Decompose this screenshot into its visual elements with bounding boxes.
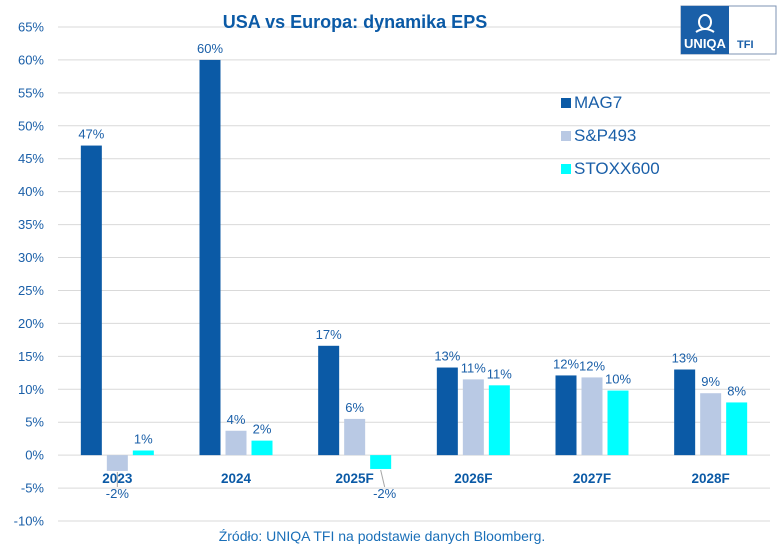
data-label: 9% (701, 374, 720, 389)
bar-mag7-2026f (436, 367, 458, 456)
y-tick-label: -10% (14, 514, 45, 529)
x-tick-label: 2025F (336, 471, 374, 486)
y-tick-label: 25% (18, 283, 44, 298)
bar-sp493-2027f (581, 377, 603, 456)
y-tick-label: 30% (18, 250, 44, 265)
data-label: 6% (345, 400, 364, 415)
label-leader-line (380, 469, 386, 488)
bar-mag7-2024 (199, 59, 221, 456)
bar-sp493-2024 (225, 430, 247, 456)
data-label: 60% (197, 41, 223, 56)
bar-sp493-2026f (462, 379, 484, 456)
legend-label: MAG7 (574, 93, 622, 112)
y-tick-label: 50% (18, 118, 44, 133)
legend-swatch-sp493 (561, 131, 571, 141)
data-label: -2% (106, 486, 130, 501)
bar-mag7-2028f (674, 369, 696, 456)
legend-swatch-stoxx600 (561, 164, 571, 174)
x-tick-label: 2027F (573, 471, 611, 486)
source-note: Źródło: UNIQA TFI na podstawie danych Bl… (219, 528, 546, 544)
x-tick-label: 2024 (221, 471, 252, 486)
uniqa-tfi-logo: UNIQA TFI (680, 5, 777, 55)
x-tick-label: 2028F (692, 471, 730, 486)
y-tick-label: 55% (18, 85, 44, 100)
data-label: 10% (605, 372, 631, 387)
legend-label: S&P493 (574, 126, 636, 145)
data-label: 11% (461, 360, 486, 375)
y-tick-label: 5% (25, 415, 44, 430)
data-label: 12% (579, 358, 605, 373)
logo-suffix-text: TFI (737, 39, 754, 51)
y-tick-label: 20% (18, 316, 44, 331)
data-label: 47% (78, 127, 104, 142)
bar-mag7-2023 (80, 145, 102, 456)
y-tick-label: -5% (21, 481, 45, 496)
legend-label: STOXX600 (574, 159, 660, 178)
bar-sp493-2025f (344, 418, 366, 456)
y-tick-label: 45% (18, 151, 44, 166)
uniqa-swirl-icon (695, 14, 715, 33)
bar-mag7-2025f (318, 345, 340, 456)
legend-swatch-mag7 (561, 98, 571, 108)
bar-stoxx600-2026f (488, 385, 510, 456)
x-tick-label: 2026F (454, 471, 492, 486)
legend: MAG7 S&P493 STOXX600 (561, 93, 660, 178)
bar-mag7-2027f (555, 375, 577, 456)
y-axis-ticks: -10% -5% 0% 5% 10% 15% 20% 25% 30% 35% 40% 45% 50% 55… (14, 20, 45, 529)
y-tick-label: 65% (18, 20, 44, 35)
bar-stoxx600-2028f (726, 402, 748, 456)
x-axis-ticks: 2023 2024 2025F 2026F 2027F 2028F (102, 471, 729, 486)
bar-sp493-2028f (700, 393, 722, 456)
bar-stoxx600-2027f (607, 390, 629, 456)
data-label: -2% (373, 486, 397, 501)
y-tick-label: 40% (18, 184, 44, 199)
data-label: 2% (253, 422, 272, 437)
data-label: 17% (316, 327, 342, 342)
y-tick-label: 0% (25, 448, 44, 463)
data-label: 1% (134, 432, 153, 447)
y-tick-label: 60% (18, 52, 44, 67)
x-tick-label: 2023 (102, 471, 133, 486)
data-label: 4% (227, 412, 246, 427)
y-tick-label: 10% (18, 382, 44, 397)
y-tick-label: 15% (18, 349, 44, 364)
logo-brand-text: UNIQA (684, 36, 727, 51)
y-tick-label: 35% (18, 217, 44, 232)
bar-stoxx600-2025f (370, 455, 392, 469)
data-label: 11% (487, 366, 512, 381)
bar-sp493-2023 (106, 455, 128, 471)
bar-stoxx600-2024 (251, 440, 273, 456)
gridlines (58, 26, 770, 522)
data-labels: 47%-2%1%60%4%2%17%6%-2%13%11% 11%12% 12%10… (78, 41, 746, 501)
data-label: 12% (553, 356, 579, 371)
data-label: 13% (434, 349, 460, 364)
data-label: 8% (727, 383, 746, 398)
data-label: 13% (672, 351, 698, 366)
chart-title: USA vs Europa: dynamika EPS (223, 12, 487, 32)
bars (80, 59, 748, 471)
bar-stoxx600-2023 (132, 450, 154, 456)
